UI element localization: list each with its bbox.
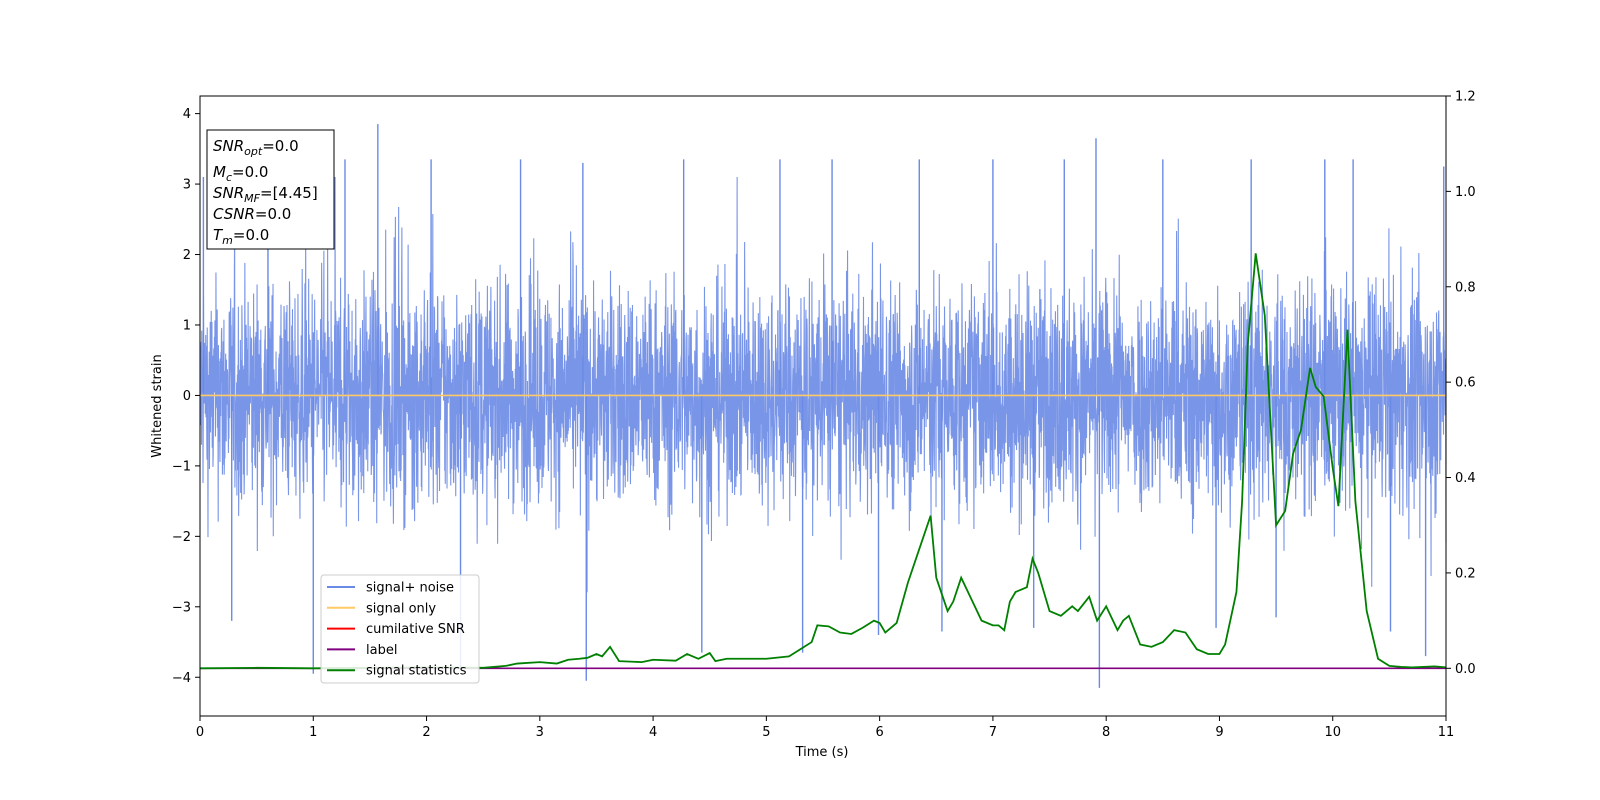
y-tick-label-5: 1 — [183, 318, 191, 333]
y-axis-label: Whitened strain — [150, 354, 165, 457]
annotation-line-0: SNRopt=0.0 — [213, 137, 299, 158]
x-tick-label-5: 5 — [762, 725, 770, 740]
annotation-box-frame — [206, 129, 335, 250]
legend-label-0: signal+ noise — [366, 581, 454, 596]
x-axis: 0 1 2 3 4 5 6 7 8 9 10 11 — [196, 716, 1454, 740]
y-tick-label-1: −3 — [172, 600, 191, 615]
y2-tick-label-2: 0.4 — [1455, 471, 1476, 486]
x-tick-label-11: 11 — [1438, 725, 1455, 740]
y-axis-left: −4 −3 −2 −1 0 1 2 3 4 — [172, 107, 200, 686]
x-tick-label-8: 8 — [1102, 725, 1110, 740]
y-tick-label-2: −2 — [172, 530, 191, 545]
plot-area-frame — [199, 95, 1447, 717]
x-tick-label-3: 3 — [536, 725, 544, 740]
legend-label-2: cumilative SNR — [366, 622, 465, 637]
x-axis-label: Time (s) — [795, 745, 849, 760]
x-tick-label-2: 2 — [422, 725, 430, 740]
y-axis-right: 0.0 0.2 0.4 0.6 0.8 1.0 1.2 — [1446, 90, 1476, 677]
x-tick-label-9: 9 — [1215, 725, 1223, 740]
x-tick-label-4: 4 — [649, 725, 657, 740]
legend-frame — [320, 574, 480, 684]
annotation-line-4: Tm=0.0 — [213, 226, 269, 247]
y-tick-label-3: −1 — [172, 459, 191, 474]
y-tick-label-0: −4 — [172, 671, 191, 686]
x-tick-label-7: 7 — [989, 725, 997, 740]
y-tick-label-4: 0 — [183, 389, 191, 404]
y2-tick-label-0: 0.0 — [1455, 662, 1476, 677]
y-tick-label-6: 2 — [183, 248, 191, 263]
legend-label-4: signal statistics — [366, 664, 467, 679]
legend: signal+ noise signal only cumilative SNR la… — [320, 574, 480, 684]
x-tick-label-1: 1 — [309, 725, 317, 740]
annotation-line-2: SNRMF=[4.45] — [213, 184, 318, 205]
legend-label-3: label — [366, 643, 397, 658]
y2-tick-label-4: 0.8 — [1455, 280, 1476, 295]
y-tick-label-7: 3 — [183, 178, 191, 193]
y2-tick-label-6: 1.2 — [1455, 90, 1476, 105]
y2-tick-label-5: 1.0 — [1455, 185, 1476, 200]
y-tick-label-8: 4 — [183, 107, 191, 122]
signal-statistics-line — [199, 253, 1447, 670]
legend-label-1: signal only — [366, 601, 436, 616]
y2-tick-label-3: 0.6 — [1455, 376, 1476, 391]
signal-plus-noise-line — [199, 177, 1447, 593]
x-tick-label-0: 0 — [196, 725, 204, 740]
y2-tick-label-1: 0.2 — [1455, 566, 1476, 581]
annotation-line-1: Mc=0.0 — [213, 163, 268, 184]
x-tick-label-6: 6 — [875, 725, 883, 740]
x-tick-label-10: 10 — [1324, 725, 1341, 740]
annotation-line-3: CSNR=0.0 — [213, 205, 291, 223]
